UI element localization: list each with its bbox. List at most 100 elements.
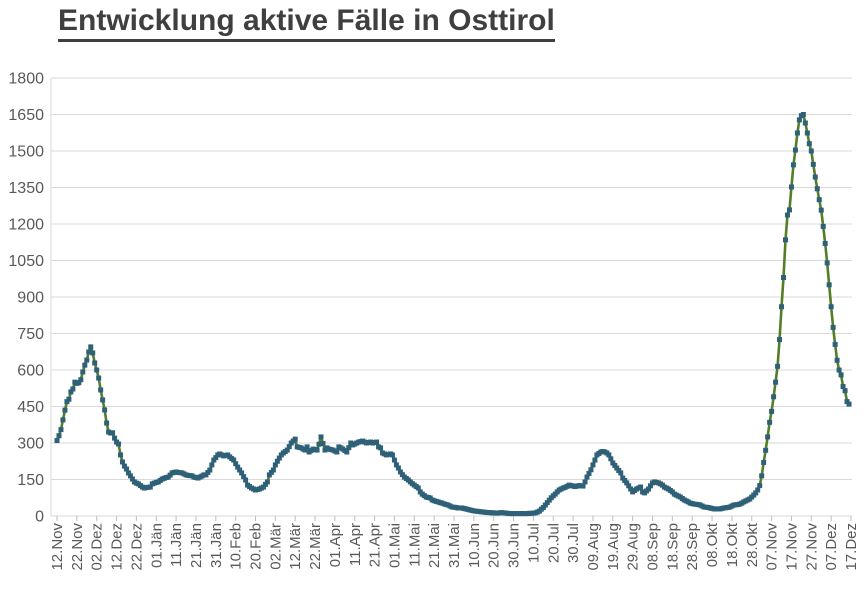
data-point-marker [129,476,135,482]
data-point-marker [802,120,808,126]
data-point-marker [828,304,834,310]
x-axis-tick-label: 20.Jul [545,523,562,563]
data-point-marker [272,462,278,468]
x-axis-tick-label: 02.Dez [89,523,106,571]
data-point-marker [822,240,828,246]
data-point-marker [233,461,239,467]
y-axis-tick-label: 750 [17,326,44,343]
x-axis-tick-label: 27.Nov [803,523,820,571]
data-point-marker [231,457,237,463]
data-point-marker [612,462,618,468]
data-point-marker [213,455,219,461]
data-point-marker [818,207,824,213]
data-point-marker [82,362,88,368]
data-point-marker [757,483,763,489]
x-axis-tick-marks [56,516,852,521]
data-point-marker [147,484,153,490]
data-point-marker [836,367,842,373]
data-point-marker [773,379,779,385]
y-axis-tick-label: 1050 [8,253,44,270]
data-point-marker [783,237,788,243]
data-point-marker [800,112,806,117]
data-point-marker [60,417,66,423]
x-axis-tick-label: 20.Jun [486,523,503,568]
chart-title: Entwicklung aktive Fälle in Osttirol [58,4,555,42]
data-point-marker [389,452,395,458]
x-axis-tick-label: 12.Mär [287,523,304,570]
data-point-marker [102,407,108,413]
y-axis-tick-label: 1350 [8,180,44,197]
data-point-marker [592,457,598,463]
x-axis-tick-label: 21.Jän [188,523,205,568]
x-axis-tick-label: 22.Mär [307,523,324,570]
x-axis-tick-label: 07.Dez [823,523,840,571]
y-axis-tick-label: 0 [35,509,44,526]
x-axis-tick-label: 17.Nov [783,523,800,571]
data-point-marker [763,447,769,453]
x-axis-tick-label: 28.Sep [684,523,701,571]
data-point-marker [121,463,127,469]
x-axis-tick-label: 20.Feb [248,523,265,570]
y-axis-tick-label: 1200 [8,217,44,234]
data-point-marker [116,441,122,447]
x-axis-tick-label: 10.Jul [525,523,542,563]
data-point-marker [842,388,848,394]
data-point-marker [753,490,759,496]
data-point-marker [777,337,783,343]
data-point-marker [812,174,818,180]
x-axis-tick-label: 21.Mai [426,523,443,568]
data-point-marker [838,372,844,378]
data-point-marker [808,148,814,154]
x-axis-tick-label: 08.Okt [704,522,721,567]
data-point-marker [286,444,292,450]
data-point-marker [100,397,106,403]
data-point-marker [123,466,129,472]
data-point-marker [830,324,836,330]
data-point-marker [794,130,800,136]
y-axis-tick-label: 150 [17,472,44,489]
data-point-marker [584,474,590,480]
data-point-marker [76,380,82,386]
data-point-marker [824,260,830,266]
data-point-marker [84,357,90,363]
data-point-marker [292,436,298,442]
x-axis-tick-label: 18.Okt [724,522,741,567]
data-point-marker [580,483,586,489]
data-point-marker [582,479,588,485]
data-point-marker [761,459,767,465]
data-point-marker [127,473,133,479]
data-point-marker [316,441,322,447]
data-point-marker [393,462,399,468]
data-point-marker [590,462,596,468]
data-point-marker [92,360,98,366]
data-point-marker [314,447,320,453]
data-point-marker [110,430,116,436]
data-point-marker [784,212,790,218]
x-axis-tick-label: 21.Apr [367,523,384,567]
data-point-marker [264,479,270,485]
data-point-marker [588,467,594,473]
data-point-marker [792,147,798,153]
x-axis-tick-label: 01.Apr [327,523,344,567]
y-axis-tick-label: 900 [17,290,44,307]
data-point-marker [104,420,110,426]
x-axis-tick-label: 11.Apr [347,523,364,566]
data-point-marker [304,444,310,450]
data-point-marker [62,407,68,413]
data-point-marker [318,434,324,440]
data-point-marker [779,304,785,310]
data-point-marker [786,207,792,213]
data-point-marker [209,462,215,468]
data-point-marker [624,480,630,486]
data-series [54,112,852,517]
data-point-marker [626,483,632,489]
data-point-marker [826,282,832,288]
y-axis-tick-label: 300 [17,436,44,453]
data-point-marker [804,130,810,136]
data-point-marker [378,445,384,451]
x-axis-tick-label: 09.Aug [585,523,602,571]
x-axis-tick-label: 22.Nov [69,523,86,571]
data-point-marker [302,447,308,453]
